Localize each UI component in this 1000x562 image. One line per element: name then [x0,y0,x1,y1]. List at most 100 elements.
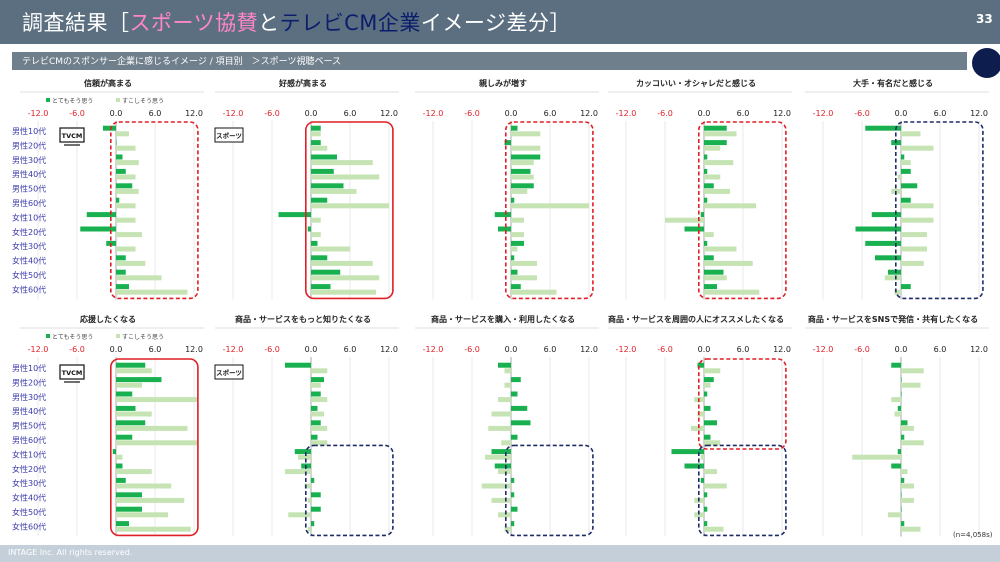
bar-somewhat [665,217,704,223]
bar-somewhat [504,368,511,374]
highlight-box-red [504,121,594,300]
bar-strong [311,391,321,397]
bar-somewhat [307,526,311,532]
bar-strong [311,521,315,527]
bar-strong [901,154,905,160]
panel-1: 信頼が高まる -12.0 -6.0 0.0 6.0 12.0 男性10代男性20代男性30代… [12,78,204,300]
panel-8: 商品・サービスを購入・利用したくなる -12.0 -6.0 0.0 6.0 12.0 [415,314,599,537]
bar-somewhat [116,289,188,295]
bar-somewhat [704,440,721,446]
bar-somewhat [852,454,901,460]
row-label: 男性30代 [12,392,46,402]
bar-strong [684,463,704,469]
row-label: 男性60代 [12,435,46,445]
bar-somewhat [298,454,311,460]
bar-strong [511,420,531,426]
bar-somewhat [511,160,534,166]
tick-label: -12.0 [223,345,244,354]
bar-somewhat [311,131,321,137]
tick-label: 6.0 [737,109,750,118]
tick-label: -12.0 [223,109,244,118]
bar-strong [511,269,518,275]
row-label: 男性20代 [12,140,46,150]
bar-somewhat [498,512,511,518]
bar-strong [311,492,321,498]
bar-strong [494,212,511,218]
row-label: 女性50代 [12,270,46,280]
bar-somewhat [700,454,704,460]
bar-strong [311,284,331,290]
bar-strong [897,449,901,455]
panel-title: 大手・有名だと感じる [853,78,933,88]
bar-somewhat [116,260,146,266]
tick-label: 6.0 [544,345,557,354]
bar-strong [511,284,521,290]
panel-title: 商品・サービスを購入・利用したくなる [431,314,575,324]
tick-label: 0.0 [505,109,518,118]
tv-icon [59,127,85,143]
row-label: 女性60代 [12,284,46,294]
bar-somewhat [891,397,901,403]
panel-9: 商品・サービスを周囲の人にオススメしたくなる -12.0 -6.0 0.0 6.0 12.… [608,314,792,537]
bar-somewhat [511,188,528,194]
panel-7: 商品・サービスをもっと知りたくなる -12.0 -6.0 0.0 6.0 12.0 [215,314,399,537]
bar-somewhat [704,469,717,475]
bar-strong [511,521,515,527]
bar-strong [116,168,126,174]
bar-strong [684,226,704,232]
row-label: 男性50代 [12,184,46,194]
bar-somewhat [511,174,534,180]
subtitle: テレビCMのスポンサー企業に感じるイメージ / 項目別 ＞スポーツ視聴ベース [22,57,341,67]
bar-somewhat [901,469,908,475]
bar-strong [116,434,133,440]
bar-somewhat [704,526,724,532]
bar-somewhat [504,382,511,388]
tick-label: 6.0 [737,345,750,354]
bar-somewhat [307,497,311,503]
bar-strong [704,377,714,383]
page-title: 調査結果［スポーツ協賛とテレビCM企業イメージ差分］ [22,7,571,37]
row-label: 女性20代 [12,227,46,237]
tick-label: -6.0 [854,345,870,354]
bar-strong [700,477,704,483]
tick-label: -6.0 [657,345,673,354]
bar-somewhat [511,260,537,266]
bar-strong [511,125,518,131]
bar-strong [865,125,901,131]
panel-title: 商品・サービスをSNSで発信・共有したくなる [808,314,978,324]
bar-somewhat [704,368,721,374]
bar-strong [901,183,918,189]
bar-strong [116,362,146,368]
row-label: 男性40代 [12,406,46,416]
panel-title: 商品・サービスをもっと知りたくなる [235,314,371,324]
bar-strong [511,377,521,383]
bar-somewhat [311,246,350,252]
bar-strong [103,125,116,131]
highlight-box-navy [504,444,594,537]
bar-strong [278,212,311,218]
bar-strong [704,197,708,203]
sports-badge-label: スポーツ [216,368,242,377]
bar-somewhat [311,425,328,431]
sports-badge: スポーツ [214,364,244,380]
bar-somewhat [116,160,139,166]
bar-somewhat [694,512,704,518]
bar-strong [511,255,515,261]
bar-somewhat [894,289,901,295]
legend-swatch-somewhat [116,98,120,102]
bar-strong [116,269,126,275]
bar-strong [704,391,708,397]
panel-title: 親しみが増す [479,78,527,88]
tick-label: 12.0 [185,109,203,118]
row-label: 男性20代 [12,377,46,387]
bar-somewhat [511,232,524,238]
bar-somewhat [511,145,541,151]
bar-strong [311,506,321,512]
tick-label: 12.0 [580,109,598,118]
highlight-box-navy [894,121,984,300]
bar-somewhat [311,203,389,209]
bar-somewhat [901,246,927,252]
bar-strong [511,506,518,512]
bar-strong [865,240,901,246]
bar-strong [891,463,901,469]
